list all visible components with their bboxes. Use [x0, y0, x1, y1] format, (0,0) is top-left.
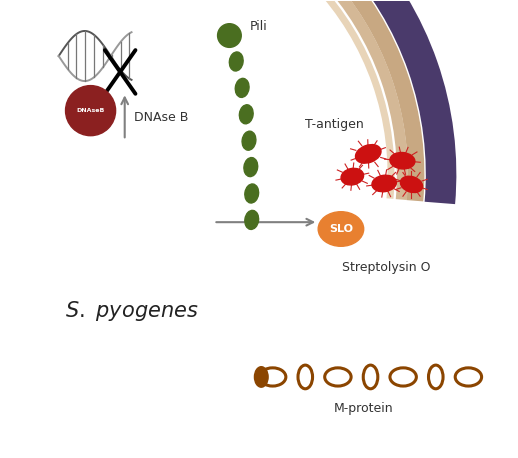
Ellipse shape: [235, 78, 249, 98]
Ellipse shape: [372, 175, 396, 192]
Ellipse shape: [245, 210, 258, 229]
Circle shape: [66, 86, 116, 136]
Text: T-antigen: T-antigen: [305, 118, 363, 131]
Ellipse shape: [341, 168, 364, 185]
Ellipse shape: [318, 212, 364, 246]
Text: DNAse B: DNAse B: [134, 111, 188, 124]
Ellipse shape: [244, 158, 257, 177]
Ellipse shape: [229, 52, 243, 71]
Ellipse shape: [245, 184, 258, 203]
Ellipse shape: [355, 145, 381, 163]
Ellipse shape: [390, 153, 415, 169]
Circle shape: [218, 24, 241, 47]
Text: M-protein: M-protein: [334, 402, 394, 415]
Ellipse shape: [400, 176, 423, 192]
Text: DNAseB: DNAseB: [76, 108, 105, 113]
Text: SLO: SLO: [329, 224, 353, 234]
Ellipse shape: [254, 367, 268, 387]
Ellipse shape: [242, 131, 256, 150]
Text: $\mathit{S.\ pyogenes}$: $\mathit{S.\ pyogenes}$: [65, 299, 198, 323]
Ellipse shape: [239, 105, 253, 124]
Text: Streptolysin O: Streptolysin O: [342, 261, 430, 274]
Text: Pili: Pili: [250, 20, 268, 33]
